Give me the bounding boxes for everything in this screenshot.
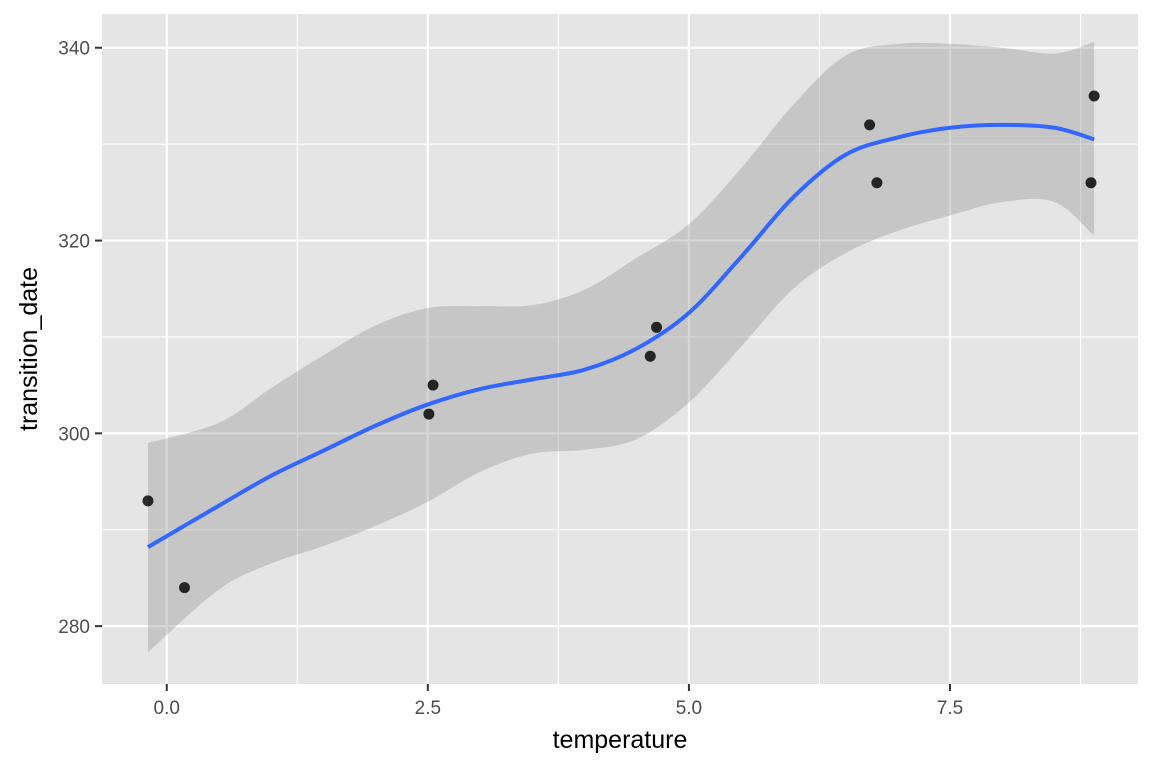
y-axis: 280 300 320 340 [58,39,102,638]
x-tick-label: 0.0 [154,698,180,719]
major-gridlines [102,14,1138,684]
y-tick-label: 320 [58,232,90,253]
data-point [651,321,663,333]
y-axis-title: transition_date [15,267,43,431]
data-point [423,408,435,420]
x-tick-label: 7.5 [937,698,963,719]
confidence-band [147,41,1095,653]
smooth-line [146,122,1095,549]
data-point [427,379,439,391]
data-point [864,119,876,131]
y-tick-label: 340 [58,39,90,60]
x-axis-title: temperature [553,726,688,754]
y-tick-label: 300 [58,424,90,445]
x-tick-label: 5.0 [676,698,702,719]
data-points [142,90,1100,594]
y-tick-label: 280 [58,617,90,638]
x-axis: 0.0 2.5 5.0 7.5 [154,684,963,719]
data-point [1085,177,1097,189]
data-point [1088,90,1100,102]
data-point [179,582,191,594]
data-point [644,350,656,362]
data-point [142,495,154,507]
minor-gridlines [102,14,1138,684]
x-tick-label: 2.5 [415,698,441,719]
data-point [871,177,883,189]
